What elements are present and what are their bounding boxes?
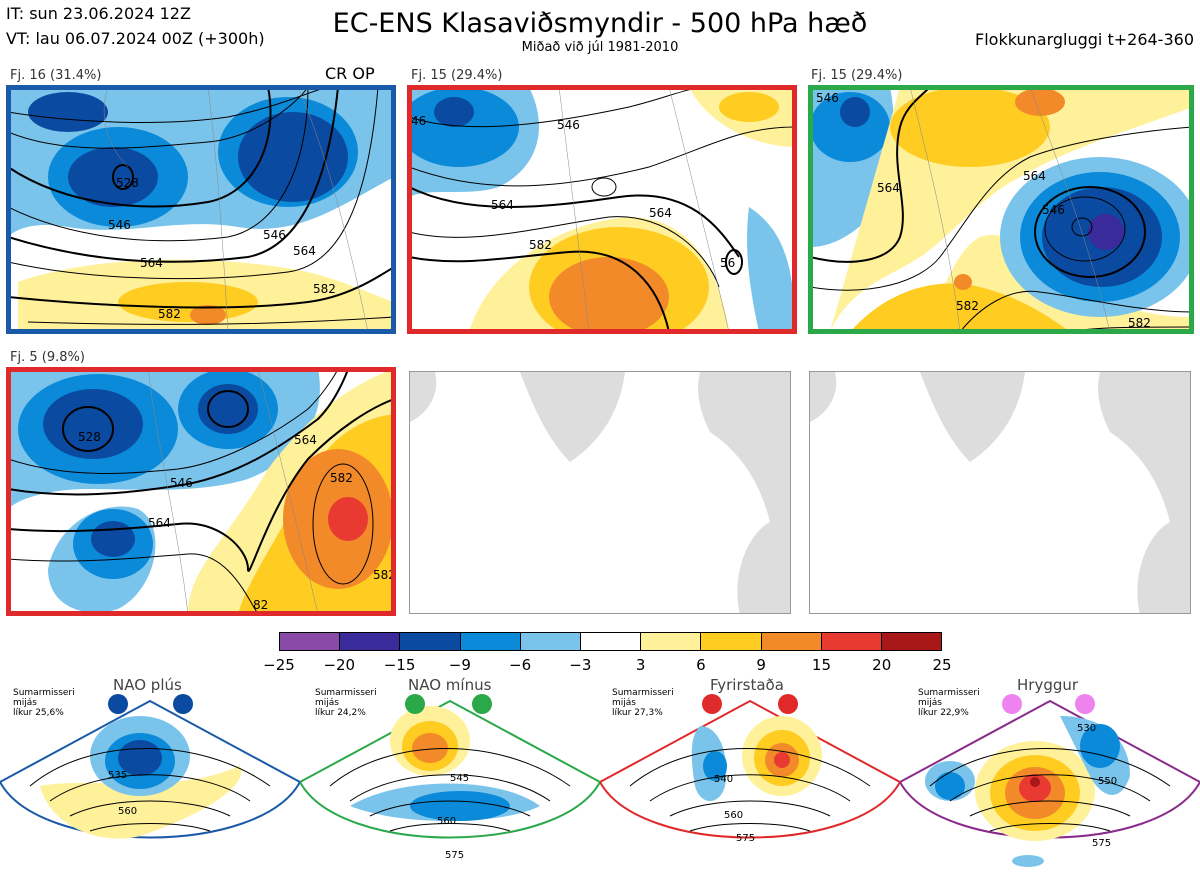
colorbar-segment xyxy=(580,633,642,650)
contour-label: 582 xyxy=(529,238,552,252)
contour-label: 582 xyxy=(956,299,979,313)
contour-label: 564 xyxy=(1023,169,1046,183)
colorbar-tick-label: −3 xyxy=(569,656,592,674)
regime-contour-label: 560 xyxy=(437,816,456,827)
cluster-2-map: 546 564 582 564 46 56 xyxy=(409,87,795,332)
contour-label: 546 xyxy=(263,228,286,242)
regime-dot xyxy=(702,694,722,714)
empty-map-1 xyxy=(409,371,791,614)
colorbar-segment xyxy=(460,633,521,650)
regime-note: Sumarmisseri mijás líkur 22,9% xyxy=(918,688,980,718)
colorbar-tick-label: −9 xyxy=(448,656,471,674)
cluster-1-map: 528 546 564 582 546 564 582 xyxy=(8,87,394,332)
cluster-3-map: 546 564 582 564 582 546 xyxy=(810,87,1192,332)
regime-contour-label: 575 xyxy=(736,833,755,844)
regime-contour-label: 550 xyxy=(1098,776,1117,787)
colorbar-segment xyxy=(400,633,461,650)
initial-time: IT: sun 23.06.2024 12Z xyxy=(6,4,191,23)
regime-ridge: 530 550 575 Hryggur Sumarmisseri mijás lík… xyxy=(898,676,1200,871)
contour-label: 546 xyxy=(170,476,193,490)
contour-label: 546 xyxy=(557,118,580,132)
regime-contour-label: 560 xyxy=(118,806,137,817)
regime-title: NAO plús xyxy=(113,676,182,694)
colorbar-tick-label: −20 xyxy=(323,656,356,674)
contour-label: 546 xyxy=(108,218,131,232)
colorbar-segment xyxy=(821,633,882,650)
colorbar-tick-label: 3 xyxy=(635,656,646,674)
cluster-4-map: 528 546 564 582 564 582 82 xyxy=(8,369,394,614)
regime-title: Hryggur xyxy=(1017,676,1079,694)
contour-label: 582 xyxy=(158,307,181,321)
regime-contour-label: 545 xyxy=(450,773,469,784)
regime-note: Sumarmisseri mijás líkur 24,2% xyxy=(315,688,377,718)
colorbar-tick-label: 20 xyxy=(872,656,892,674)
contour-label: 564 xyxy=(491,198,514,212)
regime-nao-minus: 545 560 575 NAO mínus Sumarmisseri mijás l… xyxy=(298,676,602,871)
regime-blocking: 540 560 575 Fyrirstaða Sumarmisseri mijás… xyxy=(598,676,902,871)
colorbar-tick-label: 15 xyxy=(811,656,831,674)
colorbar-tick-label: −6 xyxy=(509,656,532,674)
cluster-2-label: Fj. 15 (29.4%) xyxy=(411,68,503,83)
cluster-4-label: Fj. 5 (9.8%) xyxy=(10,350,85,365)
colorbar-segment xyxy=(280,633,341,650)
page-subtitle: Miðað við júl 1981-2010 xyxy=(521,40,679,55)
colorbar-tick-label: −15 xyxy=(383,656,416,674)
regime-dot xyxy=(1075,694,1095,714)
contour-label: 528 xyxy=(78,430,101,444)
contour-label: 46 xyxy=(411,114,426,128)
contour-label: 546 xyxy=(1042,203,1065,217)
regime-dot xyxy=(472,694,492,714)
contour-label: 564 xyxy=(140,256,163,270)
contour-label: 564 xyxy=(294,433,317,447)
colorbar-tick-label: 25 xyxy=(932,656,952,674)
colorbar-segment xyxy=(701,633,762,650)
regime-dot xyxy=(173,694,193,714)
colorbar-tick-label: −25 xyxy=(263,656,295,674)
regime-contour-label: 575 xyxy=(445,850,464,861)
contour-label: 582 xyxy=(373,568,394,582)
cluster-3-label: Fj. 15 (29.4%) xyxy=(811,68,903,83)
regime-note: Sumarmisseri mijás líkur 25,6% xyxy=(13,688,75,718)
colorbar-segment xyxy=(881,633,942,650)
contour-label: 582 xyxy=(1128,316,1151,330)
page-title: EC-ENS Klasaviðsmyndir - 500 hPa hæð xyxy=(332,8,868,39)
contour-label: 82 xyxy=(253,598,268,612)
contour-label: 528 xyxy=(116,176,139,190)
colorbar xyxy=(279,632,942,651)
contour-label: 582 xyxy=(313,282,336,296)
regime-contour-label: 560 xyxy=(724,810,743,821)
cluster-1-marker: CR OP xyxy=(325,64,375,83)
contour-label: 564 xyxy=(148,516,171,530)
regime-title: Fyrirstaða xyxy=(710,676,784,694)
empty-map-2 xyxy=(809,371,1191,614)
regime-dot xyxy=(778,694,798,714)
regime-contour-label: 535 xyxy=(108,770,127,781)
colorbar-segment xyxy=(761,633,822,650)
colorbar-segment xyxy=(641,633,702,650)
regime-nao-plus: 535 560 NAO plús Sumarmisseri mijás líkur … xyxy=(0,676,302,871)
contour-label: 56 xyxy=(720,256,735,270)
regime-contour-label: 540 xyxy=(714,774,733,785)
contour-label: 564 xyxy=(877,181,900,195)
cluster-window: Flokkunargluggi t+264-360 xyxy=(975,30,1194,49)
regime-dot xyxy=(108,694,128,714)
valid-time: VT: lau 06.07.2024 00Z (+300h) xyxy=(6,29,265,48)
regime-dot xyxy=(1002,694,1022,714)
contour-label: 582 xyxy=(330,471,353,485)
cluster-1-label: Fj. 16 (31.4%) xyxy=(10,68,102,83)
colorbar-tick-label: 9 xyxy=(756,656,766,674)
regime-title: NAO mínus xyxy=(408,676,492,694)
colorbar-segment xyxy=(340,633,401,650)
contour-label: 546 xyxy=(816,91,839,105)
regime-note: Sumarmisseri mijás líkur 27,3% xyxy=(612,688,674,718)
contour-label: 564 xyxy=(293,244,316,258)
regime-contour-label: 575 xyxy=(1092,838,1111,849)
colorbar-tick-label: 6 xyxy=(696,656,706,674)
regime-dot xyxy=(405,694,425,714)
regime-contour-label: 530 xyxy=(1077,723,1096,734)
contour-label: 564 xyxy=(649,206,672,220)
colorbar-segment xyxy=(520,633,581,650)
